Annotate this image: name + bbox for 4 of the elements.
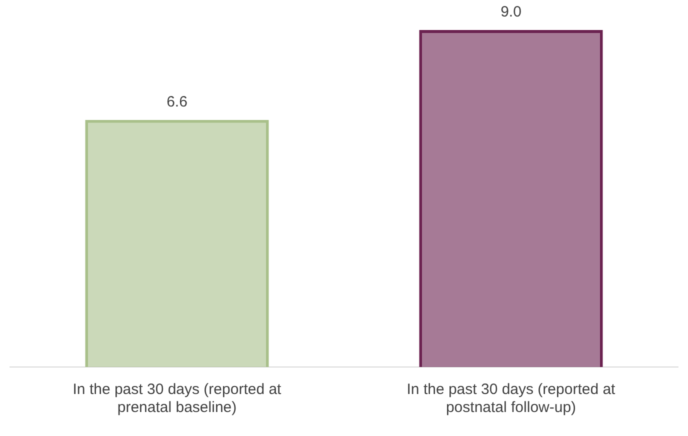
data-label: 6.6	[166, 94, 188, 111]
data-label: 9.0	[500, 4, 522, 21]
x-tick-label: In the past 30 days (reported at prenatal baseline)	[72, 381, 282, 416]
x-tick-label: In the past 30 days (reported at postnatal follow-up)	[406, 381, 616, 416]
